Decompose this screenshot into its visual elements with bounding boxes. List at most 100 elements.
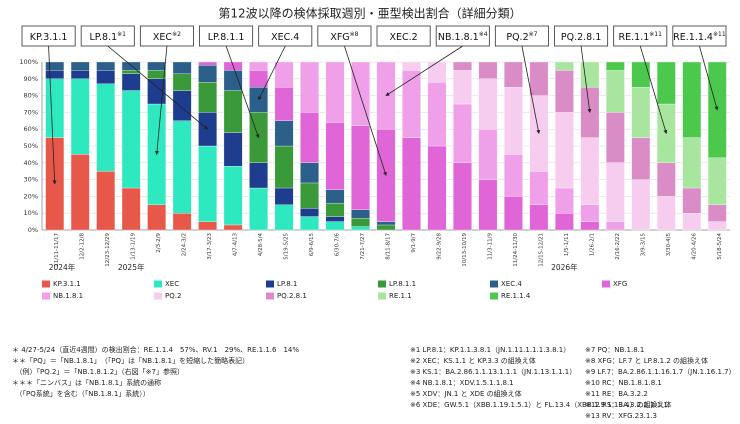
bar-segment xyxy=(478,129,498,180)
bar-segment xyxy=(529,204,549,231)
bar-segment xyxy=(274,187,294,205)
note-line: ※12 RS：BA.3.2.2.1.1.1 xyxy=(585,401,668,409)
note-line: ※6 XDE：GW.5.1（XBB.1.19.1.5.1）と FL.13.4（X… xyxy=(410,401,672,409)
bar-segment xyxy=(529,171,549,205)
x-tick-label: 6/30-7/6 xyxy=(335,232,341,256)
x-tick-label: 8/11-8/17 xyxy=(386,233,392,260)
bar-segment xyxy=(504,154,523,197)
callout-label: LP.8.1※1 xyxy=(89,31,126,43)
bar-segment xyxy=(631,87,651,138)
y-tick-label: 90% xyxy=(24,75,38,83)
callout-arrow xyxy=(639,45,668,135)
x-tick-label: 5/18-5/24 xyxy=(717,233,723,260)
callout-arrow xyxy=(107,45,209,130)
y-tick-label: 60% xyxy=(24,125,38,133)
bar-segment xyxy=(606,112,625,163)
bar-segment xyxy=(325,189,345,204)
bar-segment xyxy=(121,90,141,189)
x-tick-label: 1/13-1/19 xyxy=(131,233,137,260)
bar-segment xyxy=(223,132,243,167)
x-tick-label: 2/3-2/9 xyxy=(156,233,162,253)
x-tick-label: 2/16-2/22 xyxy=(615,233,621,260)
legend-swatch xyxy=(266,280,274,288)
legend-swatch xyxy=(378,280,386,288)
x-tick-label: 3/9-3/15 xyxy=(640,232,646,256)
bar-segment xyxy=(223,70,243,91)
bar-segment xyxy=(96,83,116,172)
note-line: ＊＊＊「ニンバス」は「NB.1.8.1」系統の通称 xyxy=(12,379,162,387)
bar-segment xyxy=(325,202,345,217)
y-tick-label: 40% xyxy=(24,159,38,167)
callout-text: LP.8.1 xyxy=(89,32,117,43)
callout-text: LP.8.1.1 xyxy=(208,32,245,43)
bar-segment xyxy=(555,112,574,189)
callout-label: RE.1.1※11 xyxy=(619,31,663,43)
x-tick-label: 4/20-4/26 xyxy=(691,233,697,260)
callout-text: RE.1.1 xyxy=(619,32,650,43)
legend-label: PQ.2 xyxy=(165,292,181,300)
bar-segment xyxy=(172,120,192,214)
bar-segment xyxy=(707,221,727,231)
note-line: ※13 RV：XFG.23.1.3 xyxy=(585,412,658,420)
bar-segment xyxy=(478,61,498,79)
bar-segment xyxy=(656,61,676,105)
bar-segment xyxy=(606,61,625,71)
callout-text: PQ.2 xyxy=(506,32,528,43)
bar-segment xyxy=(555,187,574,214)
callout-arrow xyxy=(344,45,387,177)
bar-segment xyxy=(351,218,370,227)
callout-arrow xyxy=(385,45,463,96)
bar-segment xyxy=(682,137,702,189)
bar-segment xyxy=(402,137,421,231)
bar-segment xyxy=(45,70,65,79)
note-line: ※5 XDV：JN.1 と XDE の組換え体 xyxy=(410,390,522,398)
bar-segment xyxy=(223,166,243,226)
bar-segment xyxy=(325,122,345,190)
callout-note: ※2 xyxy=(172,31,181,38)
legend-swatch xyxy=(490,280,498,288)
callout-box xyxy=(672,25,727,47)
bar-segment xyxy=(351,125,370,210)
chart-title: 第12波以降の検体採取週別・亜型検出割合（詳細分類） xyxy=(218,6,521,21)
bar-segment xyxy=(147,103,166,205)
bar-segment xyxy=(172,61,192,74)
note-line: ※11 RE：BA.3.2.2 xyxy=(585,390,648,398)
bar-segment xyxy=(172,213,192,231)
callout-label: LP.8.1.1 xyxy=(208,32,245,43)
bar-segment xyxy=(656,196,676,231)
y-tick-label: 10% xyxy=(24,209,38,217)
bar-segment xyxy=(121,61,141,71)
bar-segment xyxy=(427,145,447,231)
bar-segment xyxy=(427,61,447,83)
callout-text: PQ.2.8.1 xyxy=(561,32,601,43)
bar-segment xyxy=(631,61,651,88)
legend-label: NB.1.8.1 xyxy=(53,292,83,300)
callout-note: ※7 xyxy=(529,31,538,38)
bar-segment xyxy=(606,162,625,222)
bar-segment xyxy=(249,162,268,189)
bar-segment xyxy=(351,209,370,219)
bar-segment xyxy=(147,70,166,79)
note-line: ※3 KS.1：BA.2.86.1.1.13.1.1.1（JN.1.13.1.1… xyxy=(410,368,577,376)
legend-swatch xyxy=(602,280,610,288)
bar-segment xyxy=(70,154,90,231)
callout-note: ※1 xyxy=(117,31,126,38)
bar-segment xyxy=(45,61,65,71)
bar-segment xyxy=(631,179,651,231)
x-tick-label: 12/15-12/21 xyxy=(538,233,544,267)
bar-segment xyxy=(198,65,217,83)
bar-segment xyxy=(707,157,727,205)
year-label: 2026年 xyxy=(551,262,578,272)
bar-segment xyxy=(274,120,294,147)
bar-segment xyxy=(682,187,702,214)
callout-arrow xyxy=(258,45,286,101)
callout-text: XEC.2 xyxy=(389,32,417,43)
x-tick-label: 4/7-4/13 xyxy=(233,232,239,256)
bar-segment xyxy=(300,216,319,231)
bar-segment xyxy=(325,216,345,222)
x-tick-label: 11/11-11/17 xyxy=(54,233,60,267)
bar-segment xyxy=(274,61,294,88)
bar-segment xyxy=(606,70,625,113)
